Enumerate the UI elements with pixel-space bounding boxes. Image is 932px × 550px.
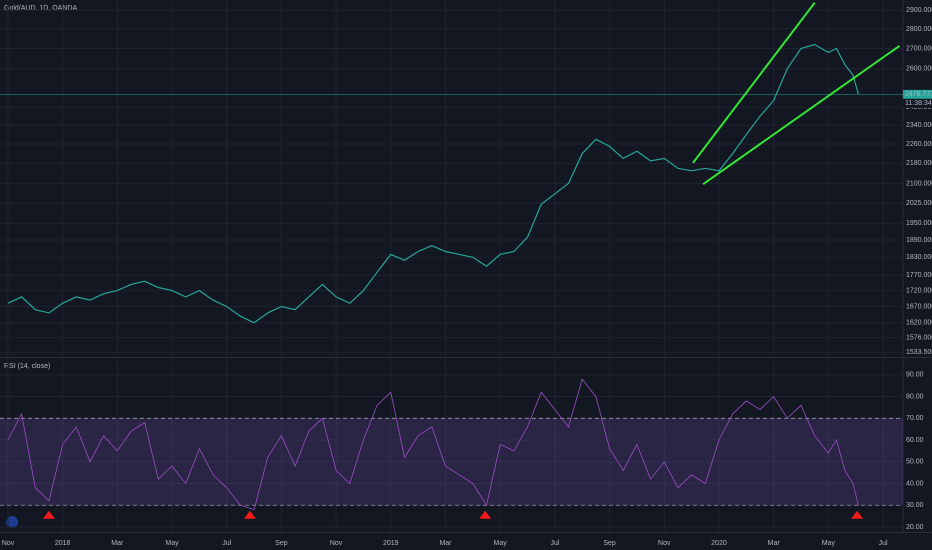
countdown-box [903, 98, 932, 108]
x-tick-label: Jul [222, 540, 231, 547]
x-tick-label: Mar [768, 540, 781, 547]
y-tick-label: 50.00 [906, 459, 924, 466]
logo [6, 516, 18, 528]
rsi-title: RSI (14, close) [4, 363, 50, 370]
rsi-band [0, 418, 903, 506]
y-tick-label: 1950.000 [906, 220, 932, 227]
x-tick-label: 2020 [711, 540, 727, 547]
y-tick-label: 2180.000 [906, 160, 932, 167]
y-tick-label: 1830.000 [906, 254, 932, 261]
y-tick-label: 1533.500 [906, 349, 932, 356]
y-tick-label: 20.00 [906, 524, 924, 531]
x-tick-label: Mar [111, 540, 124, 547]
y-tick-label: 2340.000 [906, 122, 932, 129]
x-tick-label: Sep [275, 540, 288, 547]
y-tick-label: 70.00 [906, 415, 924, 422]
y-tick-label: 2025.000 [906, 200, 932, 207]
x-tick-label: Sep [603, 540, 616, 547]
price-tag [903, 89, 932, 99]
x-tick-label: Nov [2, 540, 15, 547]
y-tick-label: 1720.000 [906, 287, 932, 294]
countdown: 11:38:34 [905, 100, 932, 107]
y-tick-label: 80.00 [906, 393, 924, 400]
x-tick-label: May [494, 540, 508, 547]
signal-marker [479, 510, 492, 519]
x-tick-label: Jul [879, 540, 888, 547]
y-tick-label: 2800.000 [906, 26, 932, 33]
signal-marker [851, 510, 864, 519]
x-tick-label: Nov [330, 540, 343, 547]
x-tick-label: Nov [658, 540, 671, 547]
signal-marker [42, 510, 55, 519]
y-tick-label: 30.00 [906, 502, 924, 509]
y-tick-label: 2700.000 [906, 45, 932, 52]
y-tick-label: 60.00 [906, 437, 924, 444]
y-tick-label: 2100.000 [906, 180, 932, 187]
trendline [702, 45, 901, 186]
symbol-title: Gold/AUD, 1D, OANDA [4, 5, 77, 12]
y-tick-label: 1670.000 [906, 303, 932, 310]
y-tick-label: 40.00 [906, 480, 924, 487]
signal-marker [243, 510, 256, 519]
trendline [692, 2, 816, 164]
y-tick-label: 2900.000 [906, 7, 932, 14]
x-tick-label: 2018 [55, 540, 71, 547]
y-tick-label: 2260.000 [906, 141, 932, 148]
y-tick-label: 90.00 [906, 372, 924, 379]
x-tick-label: 2019 [383, 540, 399, 547]
y-tick-label: 1890.000 [906, 237, 932, 244]
price-line [7, 43, 859, 324]
x-tick-label: May [165, 540, 179, 547]
x-tick-label: May [822, 540, 836, 547]
y-tick-label: 1620.000 [906, 320, 932, 327]
rsi-line [7, 378, 859, 511]
price-tag-label: 2478.777 [905, 91, 932, 98]
x-tick-label: Mar [439, 540, 452, 547]
y-tick-label: 1770.000 [906, 272, 932, 279]
x-tick-label: Jul [550, 540, 559, 547]
y-tick-label: 2600.000 [906, 66, 932, 73]
y-tick-label: 1576.000 [906, 334, 932, 341]
